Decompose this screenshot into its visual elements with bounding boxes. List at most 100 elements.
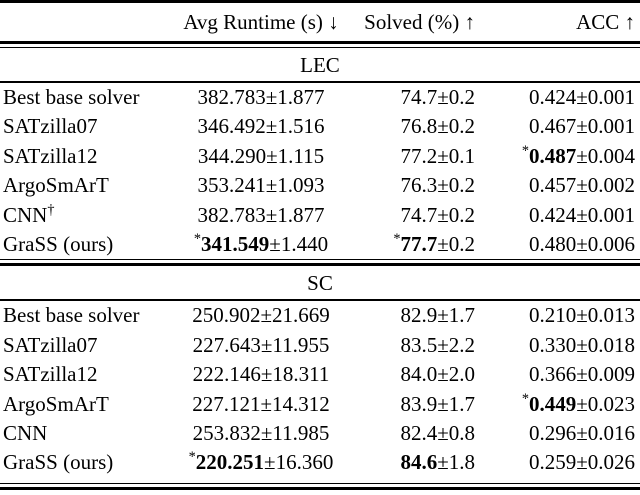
section-label: LEC (300, 53, 340, 77)
table-row: CNN 253.832±11.985 82.4±0.8 0.296±0.016 (0, 419, 640, 448)
runtime-main: 220.251 (195, 450, 265, 475)
runtime-error: ±11.985 (260, 420, 330, 445)
solved-main: 83.9 (400, 391, 438, 416)
table-row: CNN† 382.783±1.877 74.7±0.2 0.424±0.001 (0, 201, 640, 230)
runtime-main: 341.549 (201, 231, 270, 256)
acc-value: 0.480±0.006 (475, 230, 640, 259)
runtime-error: ±14.312 (260, 391, 330, 416)
rule-section-close-thin (0, 482, 640, 484)
runtime-value: *220.251±16.360 (170, 448, 352, 477)
solved-value: 83.5±2.2 (352, 331, 475, 360)
solved-error: ±0.2 (437, 231, 475, 256)
acc-value: 0.366±0.009 (475, 360, 640, 389)
runtime-error: ±16.360 (264, 450, 334, 475)
acc-main: 0.296 (528, 420, 577, 445)
table-row: SATzilla07 346.492±1.516 76.8±0.2 0.467±0.0… (0, 112, 640, 141)
runtime-error: ±11.955 (260, 332, 330, 357)
acc-value: 0.210±0.013 (475, 301, 640, 330)
acc-main: 0.480 (528, 231, 577, 256)
runtime-value: 346.492±1.516 (170, 112, 352, 141)
solver-name-text: CNN (3, 420, 48, 445)
solver-name-text: GraSS (ours) (3, 450, 114, 475)
solver-name-text: CNN (3, 202, 48, 227)
table-row: ArgoSmArT 353.241±1.093 76.3±0.2 0.457±0.00… (0, 171, 640, 200)
acc-main: 0.487 (528, 143, 577, 168)
acc-error: ±0.002 (576, 173, 635, 198)
best-marker-star: * (188, 449, 196, 466)
acc-main: 0.424 (528, 85, 577, 109)
table-body: LEC Best base solver 382.783±1.877 74.7±0.2… (0, 48, 640, 490)
runtime-main: 382.783 (197, 85, 266, 109)
acc-value: 0.457±0.002 (475, 171, 640, 200)
section-sc: SC Best base solver 250.902±21.669 82.9±1.7… (0, 266, 640, 490)
solved-main: 84.0 (400, 362, 438, 387)
solved-value: 74.7±0.2 (352, 201, 475, 230)
solved-error: ±0.8 (437, 420, 475, 445)
column-header-acc: ACC ↑ (576, 9, 635, 34)
solver-name: GraSS (ours) (0, 230, 170, 259)
solved-error: ±1.7 (437, 391, 475, 416)
solver-name-text: GraSS (ours) (3, 231, 114, 256)
column-header-solved: Solved (%) ↑ (364, 9, 475, 34)
acc-main: 0.210 (528, 303, 577, 328)
acc-error: ±0.001 (576, 85, 635, 109)
acc-value: 0.467±0.001 (475, 112, 640, 141)
solver-name-text: ArgoSmArT (3, 391, 109, 416)
solved-value: 83.9±1.7 (352, 390, 475, 419)
section-label: SC (307, 271, 333, 296)
runtime-value: 382.783±1.877 (170, 201, 352, 230)
acc-main: 0.366 (528, 362, 577, 387)
column-header-avg-runtime: Avg Runtime (s) ↓ (183, 9, 339, 34)
runtime-main: 346.492 (197, 114, 266, 139)
solver-name: CNN (0, 419, 170, 448)
solver-name: Best base solver (0, 301, 170, 330)
table-row: SATzilla12 344.290±1.115 77.2±0.1 *0.487±0.… (0, 142, 640, 171)
solver-name-text: SATzilla07 (3, 114, 98, 139)
runtime-main: 382.783 (197, 202, 266, 227)
solver-name: SATzilla12 (0, 360, 170, 389)
acc-error: ±0.026 (576, 450, 635, 475)
solved-main: 84.6 (400, 450, 438, 475)
runtime-value: 344.290±1.115 (170, 142, 352, 171)
rule-below-header-thick (0, 41, 640, 44)
solved-main: 82.4 (400, 420, 438, 445)
acc-error: ±0.018 (576, 332, 635, 357)
acc-error: ±0.001 (576, 114, 635, 139)
acc-main: 0.424 (528, 202, 577, 227)
acc-value: 0.424±0.001 (475, 201, 640, 230)
solver-name-text: SATzilla07 (3, 332, 98, 357)
table-row: GraSS (ours) *220.251±16.360 84.6±1.8 0.259… (0, 448, 640, 477)
table-row: SATzilla12 222.146±18.311 84.0±2.0 0.366±0.… (0, 360, 640, 389)
solved-error: ±0.2 (437, 85, 475, 109)
runtime-main: 227.121 (192, 391, 261, 416)
solved-value: 82.4±0.8 (352, 419, 475, 448)
rule-section-close-thick (0, 486, 640, 490)
solver-name-text: SATzilla12 (3, 143, 98, 168)
solved-value: 77.2±0.1 (352, 142, 475, 171)
runtime-error: ±1.877 (265, 202, 325, 227)
runtime-error: ±1.093 (265, 173, 325, 198)
solved-main: 76.3 (400, 173, 438, 198)
acc-error: ±0.013 (576, 303, 635, 328)
runtime-value: 253.832±11.985 (170, 419, 352, 448)
solver-name-text: ArgoSmArT (3, 173, 109, 198)
solved-error: ±2.0 (437, 362, 475, 387)
table-row: Best base solver 250.902±21.669 82.9±1.7 0.… (0, 301, 640, 330)
runtime-error: ±18.311 (260, 362, 330, 387)
acc-error: ±0.023 (576, 391, 635, 416)
acc-error: ±0.001 (576, 202, 635, 227)
runtime-error: ±1.516 (265, 114, 325, 139)
runtime-main: 250.902 (192, 303, 261, 328)
table-header-row: Avg Runtime (s) ↓ Solved (%) ↑ ACC ↑ (0, 3, 640, 41)
solver-name: CNN† (0, 201, 170, 230)
runtime-value: 250.902±21.669 (170, 301, 352, 330)
solved-error: ±0.1 (437, 143, 475, 168)
solved-main: 77.7 (400, 231, 438, 256)
best-marker-star: * (193, 230, 202, 247)
solver-name-text: SATzilla12 (3, 362, 98, 387)
solved-value: 76.3±0.2 (352, 171, 475, 200)
runtime-value: 353.241±1.093 (170, 171, 352, 200)
solved-main: 74.7 (400, 85, 438, 109)
solver-name: SATzilla07 (0, 112, 170, 141)
solved-error: ±0.2 (437, 173, 475, 198)
